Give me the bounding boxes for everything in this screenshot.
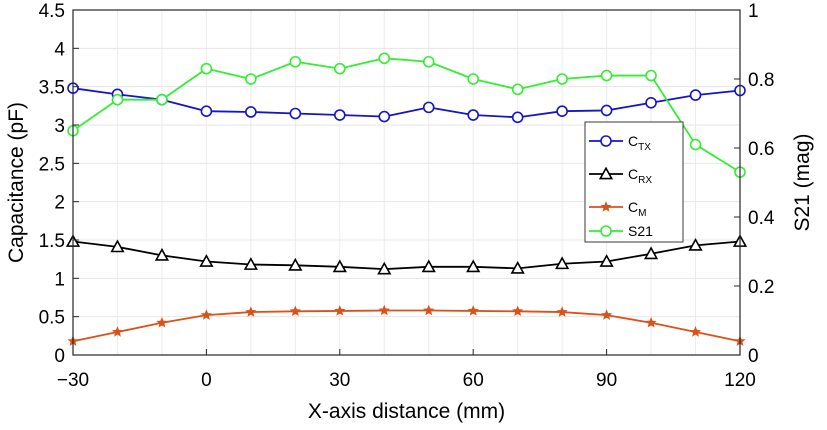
x-tick-label: 90 [596,370,617,391]
data-point [378,304,390,316]
data-point [200,309,212,320]
data-point [689,326,702,337]
legend-label: CRX [628,166,652,186]
legend-marker [600,201,612,212]
data-point [243,257,258,270]
data-point [377,261,392,275]
data-point [289,107,302,120]
y2-tick-label: 0.8 [748,70,774,91]
data-point [467,109,480,121]
data-point [511,111,524,124]
data-point [467,305,479,316]
series-layer [65,52,748,346]
data-point [156,316,168,328]
data-point [599,254,614,267]
x-axis-title: X-axis distance (mm) [308,400,505,423]
legend-box [584,121,684,243]
x-tick-label: 60 [463,370,484,391]
y2-tick-label: 1 [748,1,759,22]
y2-tick-label: 0.2 [748,277,774,298]
data-point [378,110,391,123]
data-point [510,260,525,274]
legend: CTX CRX CM S21 [584,121,684,243]
data-point [200,62,213,75]
data-point [512,305,524,317]
legend-marker [600,225,612,237]
y-tick-label: 2 [54,193,65,214]
data-point [556,73,568,85]
data-point [110,239,125,253]
y2-tick-label: 0.4 [748,208,775,229]
data-point [422,101,435,114]
x-tick-label: 0 [201,370,212,391]
data-point [199,254,214,267]
data-point [111,326,124,337]
data-point [378,52,391,65]
data-point [645,316,657,328]
data-point [289,305,301,317]
y-tick-label: 0 [54,346,65,367]
series-line [72,87,741,119]
data-point [600,69,613,82]
y-tick-label: 4.5 [39,1,65,22]
x-tick-label: −30 [57,370,89,391]
data-point [556,306,568,317]
legend-marker [600,135,612,147]
y-tick-label: 1.5 [39,231,65,252]
legend-label: S21 [628,223,653,239]
y-axis-title: Capacitance (pF) [5,102,28,263]
data-point [245,73,257,85]
y2-tick-label: 0 [748,346,759,367]
data-point [556,105,568,117]
y2-tick-label: 0.6 [748,139,774,160]
data-point [689,89,702,101]
y-tick-label: 3 [54,116,65,137]
data-point [689,138,702,151]
data-point [333,62,346,75]
data-point [688,237,703,251]
data-point [154,247,170,261]
data-point [156,93,168,106]
data-point [421,259,436,273]
data-point [245,106,257,118]
x-tick-label: 120 [724,370,756,391]
data-point [555,256,570,270]
data-point [245,306,257,317]
y2-axis-title: S21 (mag) [791,133,814,231]
plot-frame [72,9,741,356]
data-point [289,55,302,68]
data-point [511,83,524,96]
y-tick-label: 3.5 [39,78,65,99]
y-tick-label: 1 [54,269,65,290]
y-tick-label: 0.5 [39,308,65,329]
legend-label: CM [628,199,646,219]
series-s21 [67,52,746,178]
data-point [423,304,435,316]
series-line [72,240,741,271]
y-tick-label: 2.5 [39,154,65,175]
data-point [645,69,657,82]
data-point [600,104,613,117]
x-tick-label: 30 [329,370,350,391]
data-point [288,257,303,271]
legend-label: CTX [628,133,651,153]
data-point [334,305,346,316]
data-point [111,93,124,106]
data-point [333,109,346,121]
legend-marker [598,166,614,180]
axes: −30 0 30 60 90 120 0 0.5 1 1.5 2 2.5 3 3.5 4 4.5 0 0.2 0.4… [39,1,775,391]
data-point [601,309,613,320]
y-tick-label: 4 [54,39,65,60]
data-point [466,259,481,273]
data-point [422,55,435,68]
series-line [72,309,741,343]
data-point [332,259,347,273]
data-point [643,246,659,260]
data-point [467,73,480,85]
data-point [200,105,213,117]
data-point [645,96,657,109]
series-line [72,57,741,173]
series-c-rx [65,234,748,275]
